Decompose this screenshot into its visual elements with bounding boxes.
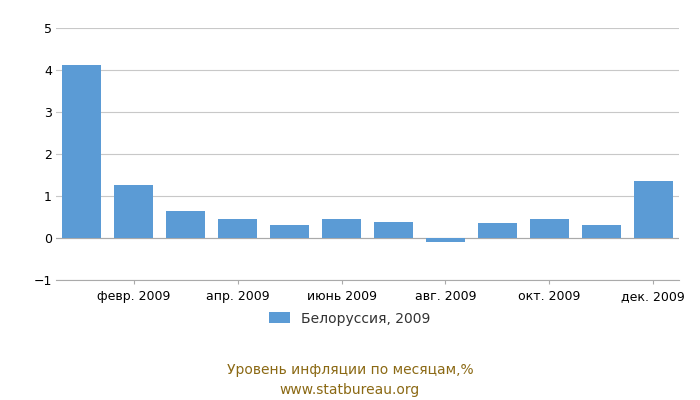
- Text: www.statbureau.org: www.statbureau.org: [280, 383, 420, 397]
- Legend: Белоруссия, 2009: Белоруссия, 2009: [264, 306, 436, 331]
- Text: Уровень инфляции по месяцам,%: Уровень инфляции по месяцам,%: [227, 363, 473, 377]
- Bar: [426, 238, 465, 242]
- Bar: [62, 65, 102, 238]
- Bar: [478, 223, 517, 238]
- Bar: [114, 185, 153, 238]
- Bar: [270, 224, 309, 238]
- Bar: [582, 224, 621, 238]
- Bar: [634, 181, 673, 238]
- Bar: [322, 219, 361, 238]
- Bar: [167, 211, 205, 238]
- Bar: [218, 219, 257, 238]
- Bar: [530, 219, 568, 238]
- Bar: [374, 222, 413, 238]
